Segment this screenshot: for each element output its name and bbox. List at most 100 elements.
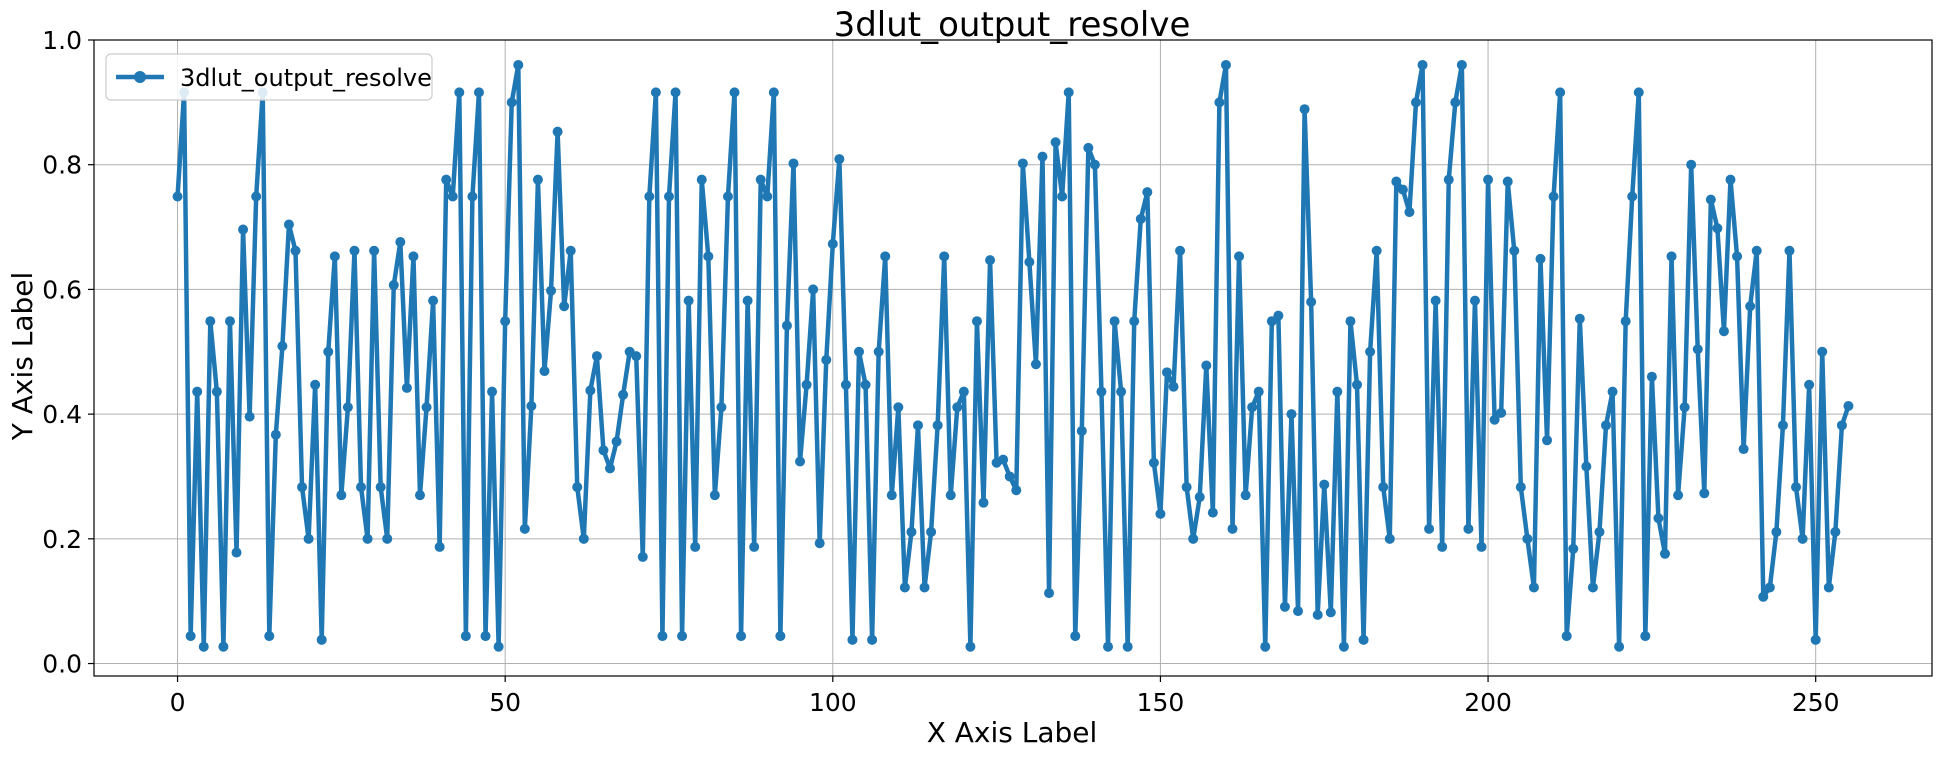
data-point	[919, 582, 930, 593]
data-point	[1738, 444, 1749, 455]
data-point	[1404, 207, 1415, 218]
data-point	[1122, 641, 1133, 652]
data-point	[1666, 251, 1677, 262]
data-point	[1201, 360, 1212, 371]
data-point	[1011, 485, 1022, 496]
data-point	[690, 541, 701, 552]
data-point	[670, 87, 681, 98]
data-point	[526, 401, 537, 412]
data-point	[244, 411, 255, 422]
data-point	[899, 582, 910, 593]
y-tick-label: 0.2	[42, 525, 82, 554]
data-point	[473, 87, 484, 98]
data-point	[729, 87, 740, 98]
data-point	[742, 295, 753, 306]
data-point	[1437, 541, 1448, 552]
y-tick-label: 0.8	[42, 151, 82, 180]
data-point	[1037, 151, 1048, 162]
data-point	[1620, 316, 1631, 327]
data-point	[218, 641, 229, 652]
data-point	[1378, 482, 1389, 493]
data-point	[1745, 301, 1756, 312]
data-point	[1384, 533, 1395, 544]
y-tick-label: 0.0	[42, 650, 82, 679]
data-point	[572, 482, 583, 493]
y-tick-label: 0.6	[42, 275, 82, 304]
data-point	[683, 295, 694, 306]
data-point	[1601, 420, 1612, 431]
data-point	[467, 191, 478, 202]
series-layer	[172, 59, 1854, 652]
data-point	[1614, 641, 1625, 652]
data-point	[1188, 533, 1199, 544]
data-point	[1371, 245, 1382, 256]
data-point	[840, 379, 851, 390]
data-point	[1627, 191, 1638, 202]
data-point	[1502, 176, 1513, 187]
data-point	[1594, 526, 1605, 537]
data-point	[1712, 223, 1723, 234]
data-point	[1319, 479, 1330, 490]
data-point	[709, 490, 720, 501]
x-tick-label: 150	[1137, 688, 1185, 717]
data-point	[1161, 367, 1172, 378]
legend-box	[105, 53, 433, 101]
data-point	[1692, 344, 1703, 355]
data-point	[677, 631, 688, 642]
data-point	[1103, 641, 1114, 652]
data-point	[546, 285, 557, 296]
data-point	[657, 631, 668, 642]
data-point	[893, 402, 904, 413]
data-point	[801, 379, 812, 390]
data-point	[585, 385, 596, 396]
data-point	[238, 224, 249, 235]
data-point	[1076, 425, 1087, 436]
data-point	[1129, 316, 1140, 327]
data-point	[1469, 295, 1480, 306]
data-point	[1791, 482, 1802, 493]
data-point	[316, 634, 327, 645]
data-point	[814, 538, 825, 549]
data-point	[310, 379, 321, 390]
data-point	[1194, 492, 1205, 503]
data-point	[251, 191, 262, 202]
data-point	[958, 386, 969, 397]
data-point	[1260, 641, 1271, 652]
legend[interactable]: 3dlut_output_resolve	[105, 53, 433, 101]
data-point	[1659, 548, 1670, 559]
data-point	[1240, 490, 1251, 501]
data-point	[1181, 482, 1192, 493]
y-tick-label: 1.0	[42, 26, 82, 55]
data-point	[985, 255, 996, 266]
data-point	[1116, 386, 1127, 397]
legend-marker-swatch	[134, 71, 146, 83]
data-point	[867, 634, 878, 645]
data-point	[297, 482, 308, 493]
data-point	[952, 402, 963, 413]
data-point	[834, 154, 845, 165]
data-point	[591, 351, 602, 362]
data-point	[1004, 471, 1015, 482]
data-point	[631, 351, 642, 362]
data-point	[1843, 401, 1854, 412]
data-point	[1030, 359, 1041, 370]
data-point	[1410, 97, 1421, 108]
data-point	[1345, 316, 1356, 327]
data-point	[336, 490, 347, 501]
data-point	[408, 251, 419, 262]
data-point	[1070, 631, 1081, 642]
data-point	[1751, 245, 1762, 256]
data-point	[1797, 533, 1808, 544]
y-tick-label: 0.4	[42, 400, 82, 429]
data-point	[565, 245, 576, 256]
data-point	[932, 420, 943, 431]
data-point	[1718, 326, 1729, 337]
data-point	[1581, 461, 1592, 472]
data-point	[618, 389, 629, 400]
data-point	[781, 320, 792, 331]
data-point	[650, 87, 661, 98]
data-point	[1430, 295, 1441, 306]
data-point	[460, 631, 471, 642]
data-point	[428, 295, 439, 306]
